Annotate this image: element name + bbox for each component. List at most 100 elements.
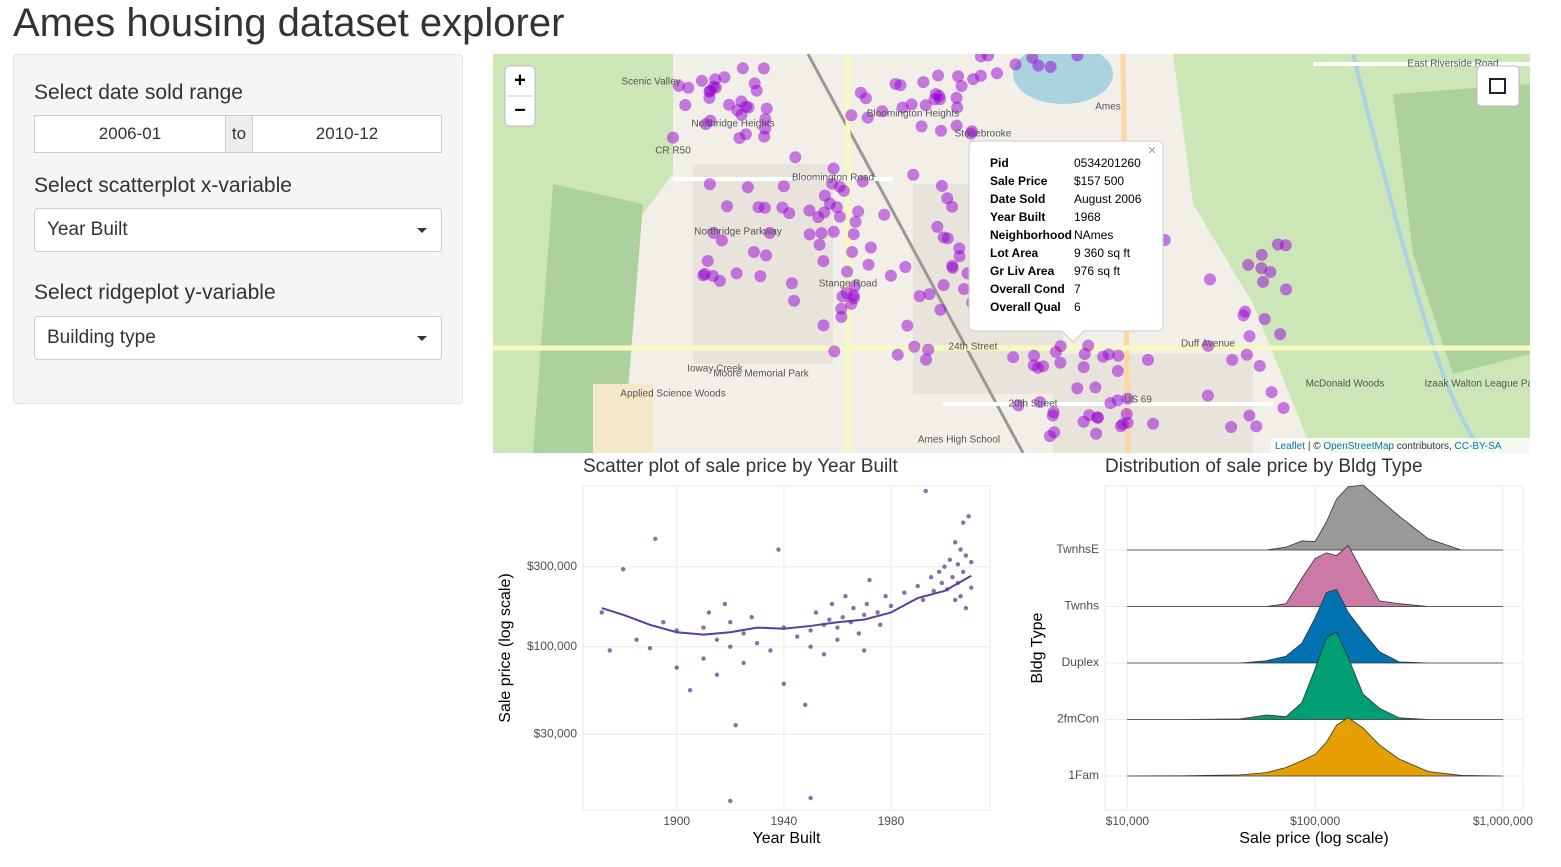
house-marker[interactable]	[1274, 328, 1287, 341]
house-marker[interactable]	[1071, 54, 1084, 62]
house-marker[interactable]	[1077, 415, 1090, 428]
leaflet-link[interactable]: Leaflet	[1275, 441, 1305, 452]
house-marker[interactable]	[817, 319, 830, 332]
house-marker[interactable]	[1046, 409, 1059, 422]
house-marker[interactable]	[736, 62, 749, 75]
house-marker[interactable]	[913, 290, 926, 303]
house-marker[interactable]	[1141, 353, 1154, 366]
house-marker[interactable]	[933, 89, 946, 102]
license-link[interactable]: CC-BY-SA	[1455, 441, 1502, 452]
house-marker[interactable]	[1243, 330, 1256, 343]
house-marker[interactable]	[951, 101, 964, 114]
house-marker[interactable]	[884, 269, 897, 282]
house-marker[interactable]	[730, 267, 743, 280]
house-marker[interactable]	[695, 74, 708, 87]
house-marker[interactable]	[679, 99, 692, 112]
house-marker[interactable]	[1089, 381, 1102, 394]
y-var-select[interactable]: Building type	[34, 316, 442, 360]
house-marker[interactable]	[919, 99, 932, 112]
house-marker[interactable]	[920, 353, 933, 366]
house-marker[interactable]	[1112, 349, 1125, 362]
house-marker[interactable]	[1265, 386, 1278, 399]
house-marker[interactable]	[803, 228, 816, 241]
house-marker[interactable]	[923, 288, 936, 301]
house-marker[interactable]	[946, 261, 959, 274]
house-marker[interactable]	[1239, 305, 1252, 318]
house-marker[interactable]	[757, 62, 770, 75]
house-marker[interactable]	[754, 270, 767, 283]
house-marker[interactable]	[1054, 340, 1067, 353]
house-marker[interactable]	[818, 189, 831, 202]
house-marker[interactable]	[937, 279, 950, 292]
house-marker[interactable]	[917, 76, 930, 89]
house-marker[interactable]	[1279, 239, 1292, 252]
house-marker[interactable]	[899, 260, 912, 273]
house-marker[interactable]	[864, 241, 877, 254]
house-marker[interactable]	[852, 205, 865, 218]
house-marker[interactable]	[849, 215, 862, 228]
house-marker[interactable]	[720, 200, 733, 213]
house-marker[interactable]	[1250, 420, 1263, 433]
house-marker[interactable]	[1201, 389, 1214, 402]
house-marker[interactable]	[818, 206, 831, 219]
house-marker[interactable]	[878, 208, 891, 221]
house-marker[interactable]	[785, 277, 798, 290]
house-marker[interactable]	[837, 184, 850, 197]
house-marker[interactable]	[915, 120, 928, 133]
house-marker[interactable]	[703, 91, 716, 104]
house-marker[interactable]	[733, 131, 746, 144]
house-marker[interactable]	[876, 105, 889, 118]
house-marker[interactable]	[958, 282, 971, 295]
house-marker[interactable]	[1091, 411, 1104, 424]
house-marker[interactable]	[1257, 275, 1270, 288]
house-marker[interactable]	[931, 220, 944, 233]
map[interactable]: Scenic Valley Northridge Heights CR R50 Blo…	[493, 54, 1530, 453]
house-marker[interactable]	[934, 124, 947, 137]
house-marker[interactable]	[1077, 361, 1090, 374]
house-marker[interactable]	[856, 175, 869, 188]
house-marker[interactable]	[827, 162, 840, 175]
house-marker[interactable]	[1044, 60, 1057, 73]
house-marker[interactable]	[1121, 392, 1134, 405]
house-marker[interactable]	[922, 343, 935, 356]
house-marker[interactable]	[1120, 407, 1133, 420]
house-marker[interactable]	[846, 245, 859, 258]
house-marker[interactable]	[836, 290, 849, 303]
house-marker[interactable]	[715, 234, 728, 247]
house-marker[interactable]	[845, 109, 858, 122]
zoom-in[interactable]: +	[514, 69, 526, 91]
house-marker[interactable]	[758, 130, 771, 143]
house-marker[interactable]	[841, 265, 854, 278]
house-marker[interactable]	[1243, 409, 1256, 422]
house-marker[interactable]	[982, 54, 995, 62]
house-marker[interactable]	[891, 348, 904, 361]
house-marker[interactable]	[845, 297, 858, 310]
house-marker[interactable]	[1071, 382, 1084, 395]
house-marker[interactable]	[1242, 258, 1255, 271]
house-marker[interactable]	[946, 200, 959, 213]
house-marker[interactable]	[723, 98, 736, 111]
house-marker[interactable]	[1090, 427, 1103, 440]
house-marker[interactable]	[848, 280, 861, 293]
house-marker[interactable]	[901, 319, 914, 332]
house-marker[interactable]	[758, 201, 771, 214]
house-marker[interactable]	[760, 102, 773, 115]
house-marker[interactable]	[1104, 397, 1117, 410]
house-marker[interactable]	[788, 294, 801, 307]
house-marker[interactable]	[759, 113, 772, 126]
house-marker[interactable]	[1007, 351, 1020, 364]
house-marker[interactable]	[861, 111, 874, 124]
house-marker[interactable]	[747, 245, 760, 258]
house-marker[interactable]	[1202, 339, 1215, 352]
popup-close[interactable]: ×	[1148, 142, 1157, 159]
house-marker[interactable]	[955, 79, 968, 92]
house-marker[interactable]	[991, 67, 1004, 80]
house-marker[interactable]	[707, 80, 720, 93]
house-marker[interactable]	[1027, 359, 1040, 372]
house-marker[interactable]	[952, 70, 965, 83]
house-marker[interactable]	[1147, 417, 1160, 430]
house-marker[interactable]	[789, 151, 802, 164]
house-marker[interactable]	[1226, 353, 1239, 366]
house-marker[interactable]	[1255, 248, 1268, 261]
house-marker[interactable]	[707, 226, 720, 239]
